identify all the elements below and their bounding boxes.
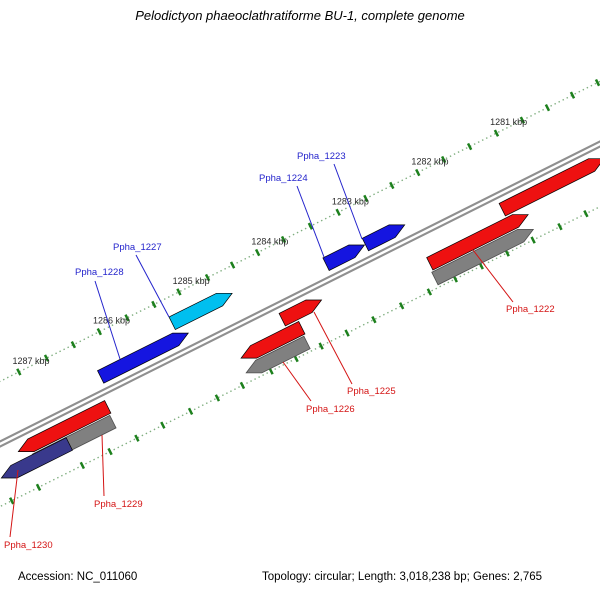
- label-leader-line: [313, 311, 353, 385]
- major-tick-mark: [96, 328, 103, 336]
- major-tick-mark: [254, 248, 261, 257]
- major-tick-mark: [440, 155, 447, 164]
- genome-axis-group: 1287 kbp 1286 kbp 1285 kbp 1284 kbp 1283 kbp…: [0, 78, 600, 507]
- page-title: Pelodictyon phaeoclathratiforme BU-1, co…: [135, 8, 465, 23]
- major-tick-mark: [280, 235, 287, 244]
- gene-arrow-Ppha_1222[interactable]: [426, 208, 532, 271]
- gene-label-Ppha_1229[interactable]: Ppha_1229: [94, 499, 143, 510]
- gene-arrow-Ppha_1228[interactable]: [97, 327, 191, 384]
- gene-label-Ppha_1223[interactable]: Ppha_1223: [297, 151, 346, 162]
- major-tick-mark: [35, 483, 42, 492]
- label-leader-line: [333, 163, 363, 240]
- label-leader-line: [101, 434, 105, 497]
- genome-axis-line: [0, 121, 600, 468]
- major-tick-mark: [70, 341, 77, 349]
- major-tick-mark: [493, 129, 500, 137]
- gene-arrow-Ppha_1225[interactable]: [278, 294, 325, 327]
- axis-tick-label: 1283 kbp: [332, 196, 369, 206]
- major-tick-mark: [176, 288, 182, 296]
- major-tick-mark: [398, 302, 405, 310]
- major-tick-mark: [583, 209, 589, 218]
- major-tick-mark: [134, 434, 140, 442]
- major-tick-mark: [229, 261, 236, 269]
- gene-arrow-Ppha_1224[interactable]: [322, 239, 368, 271]
- gene-label-Ppha_1228[interactable]: Ppha_1228: [75, 267, 124, 278]
- axis-tick-label: 1281 kbp: [490, 117, 527, 127]
- gene-arrow-unnamed-red-gene[interactable]: [498, 152, 600, 217]
- label-leader-line: [135, 254, 170, 318]
- genome-summary-text: Topology: circular; Length: 3,018,238 bp…: [262, 571, 543, 583]
- gene-label-Ppha_1224[interactable]: Ppha_1224: [259, 173, 308, 184]
- gene-arrow-Ppha_1226[interactable]: [238, 320, 306, 364]
- axis-tick-label: 1282 kbp: [411, 156, 448, 166]
- major-tick-mark: [307, 222, 314, 230]
- gene-arrow-Ppha_1229[interactable]: [15, 400, 112, 458]
- major-tick-mark: [124, 314, 130, 322]
- major-tick-mark: [160, 421, 166, 429]
- gene-arrow-shadow: [431, 228, 535, 286]
- gene-label-Ppha_1225[interactable]: Ppha_1225: [347, 386, 396, 397]
- major-tick-mark: [426, 288, 433, 296]
- major-tick-mark: [389, 181, 395, 190]
- major-tick-mark: [594, 78, 600, 87]
- axis-tick-label: 1286 kbp: [93, 316, 130, 326]
- major-tick-mark: [239, 381, 246, 390]
- gene-arrows: [0, 152, 600, 485]
- label-leader-line: [9, 469, 19, 538]
- tick-marks-lower: [0, 207, 599, 507]
- major-tick-mark: [415, 168, 421, 177]
- gene-arrow-Ppha_1223[interactable]: [361, 219, 408, 252]
- major-tick-mark: [16, 368, 22, 376]
- gene-labels-group: Ppha_1222 Ppha_1223 Ppha_1224 Ppha_1225 Ppha…: [4, 151, 555, 551]
- major-tick-mark: [519, 116, 526, 124]
- axis-tick-label: 1285 kbp: [173, 276, 210, 286]
- major-tick-mark: [569, 91, 576, 99]
- label-leader-line: [94, 280, 121, 360]
- accession-text: Accession: NC_011060: [18, 571, 138, 583]
- major-tick-mark: [344, 329, 350, 337]
- axis-tick-label: 1287 kbp: [13, 356, 50, 366]
- gene-label-Ppha_1226[interactable]: Ppha_1226: [306, 404, 355, 415]
- major-tick-mark: [43, 354, 50, 362]
- major-tick-mark: [335, 208, 341, 217]
- major-tick-mark: [544, 103, 551, 112]
- axis-tick-label: 1284 kbp: [251, 237, 288, 247]
- major-tick-mark: [371, 315, 377, 324]
- major-tick-mark: [530, 236, 536, 244]
- major-tick-mark: [107, 447, 113, 456]
- gene-label-Ppha_1230[interactable]: Ppha_1230: [4, 540, 53, 551]
- axis-scale-labels: 1287 kbp 1286 kbp 1285 kbp 1284 kbp 1283 kbp…: [13, 117, 528, 366]
- tick-marks-upper: [0, 78, 600, 383]
- major-tick-mark: [8, 497, 15, 505]
- major-tick-mark: [214, 394, 221, 402]
- gene-label-Ppha_1227[interactable]: Ppha_1227: [113, 242, 162, 253]
- major-tick-mark: [151, 300, 157, 309]
- major-tick-mark: [363, 194, 369, 203]
- label-leader-line: [472, 249, 514, 303]
- major-tick-mark: [466, 142, 473, 151]
- major-tick-mark: [187, 407, 194, 416]
- major-tick-mark: [557, 222, 563, 231]
- major-tick-mark: [79, 461, 86, 470]
- label-leader-line: [296, 185, 325, 258]
- gene-arrow-shadow: [245, 335, 311, 374]
- major-tick-mark: [318, 342, 324, 350]
- gene-arrow-Ppha_1230[interactable]: [0, 437, 73, 485]
- gene-arrow-Ppha_1227[interactable]: [168, 287, 235, 330]
- major-tick-mark: [204, 273, 211, 282]
- gene-label-Ppha_1222[interactable]: Ppha_1222: [506, 304, 555, 315]
- label-leader-line: [282, 361, 312, 402]
